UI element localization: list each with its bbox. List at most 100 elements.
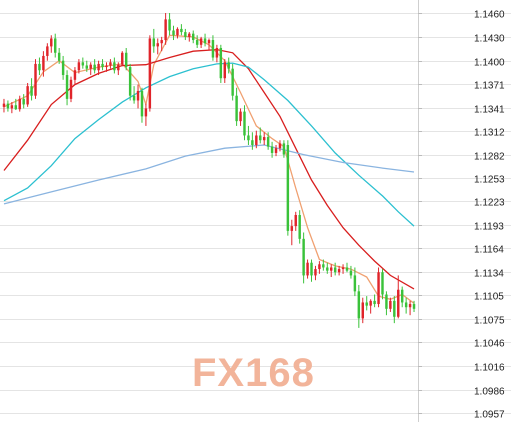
candle [156,38,159,55]
candle [10,102,14,114]
candle-body [345,267,349,271]
candle-body [113,62,116,71]
candle [393,296,396,324]
y-tick-label: 1.1312 [474,128,505,139]
candle-body [282,143,286,155]
candle-body [251,140,254,146]
candle-body [42,55,45,71]
candle-body [361,302,364,319]
candle-body [219,47,223,79]
candle [22,94,25,109]
candle [180,24,183,36]
candle-body [393,300,396,317]
candle [310,259,313,282]
candle-body [50,38,53,47]
candle-body [400,289,404,303]
candle-body [290,226,294,231]
candle-body [314,269,317,276]
candle [128,63,132,101]
candle-body [247,135,250,141]
candle-body [310,262,313,276]
candle-body [105,65,108,68]
candle-body [132,95,136,101]
candle [124,47,128,71]
candle-body [404,302,408,308]
candle-body [6,103,10,109]
candle-body [349,270,353,276]
candle [46,43,49,61]
candle-body [302,238,305,276]
y-tick-label: 1.1371 [474,81,505,92]
candle [211,35,215,61]
candle [38,57,41,76]
candle [152,28,156,53]
candle [144,103,148,126]
candle-body [266,137,270,147]
candle-body [192,33,195,41]
candle [140,87,144,123]
candle [385,291,388,316]
y-tick-label: 1.1430 [474,34,505,45]
candle-body [26,86,29,105]
candle-body [412,304,416,309]
candle [81,57,85,69]
candle-body [89,64,92,69]
ma-long-line [3,144,415,205]
candle-body [168,19,171,31]
candle [57,47,61,64]
candle-body [22,98,25,105]
candle [365,296,368,311]
candle [121,51,124,67]
y-tick-label: 1.1164 [474,245,504,256]
candle-body [274,148,278,153]
candle [349,265,353,279]
candle [89,62,92,76]
candle-body [337,269,341,273]
candle-body [259,135,262,141]
candle-body [298,214,301,239]
candle [353,267,357,297]
candle-body [215,47,219,58]
candle [227,57,230,74]
candle-body [164,19,167,41]
candle-body [144,108,148,117]
candle [266,132,270,150]
candle [282,140,286,158]
candle-body [211,40,215,58]
candle-body [353,275,357,292]
candle-body [38,63,41,71]
y-tick-label: 1.0986 [474,387,505,398]
y-tick-label: 1.1105 [474,292,504,303]
candle [109,59,112,69]
candle [377,267,380,308]
candle [203,33,207,47]
candle [77,59,81,74]
candle [105,62,108,72]
candle-body [262,137,266,141]
candle [168,13,171,36]
candle-body [199,38,203,45]
candle [215,44,219,63]
candle-body [373,300,376,305]
candle-body [223,62,226,79]
candle-body [365,302,368,306]
candle [73,67,77,85]
candle [294,211,297,231]
candle [357,284,361,328]
candle-body [188,33,191,37]
y-tick-label: 1.1134 [474,269,504,280]
candle [326,262,329,274]
candle [97,60,100,76]
candle [381,269,384,300]
candle-body [184,32,187,37]
candle [243,105,246,141]
y-axis-ticks: 1.1460 1.1430 1.1400 1.1371 1.1341 1.1312 1.12… [418,10,505,421]
grid-lines [0,13,511,414]
candle [369,299,372,314]
candle [42,51,45,77]
candle-body [61,60,65,76]
candle-body [18,98,21,110]
candle-body [136,90,140,101]
candle [223,59,226,83]
